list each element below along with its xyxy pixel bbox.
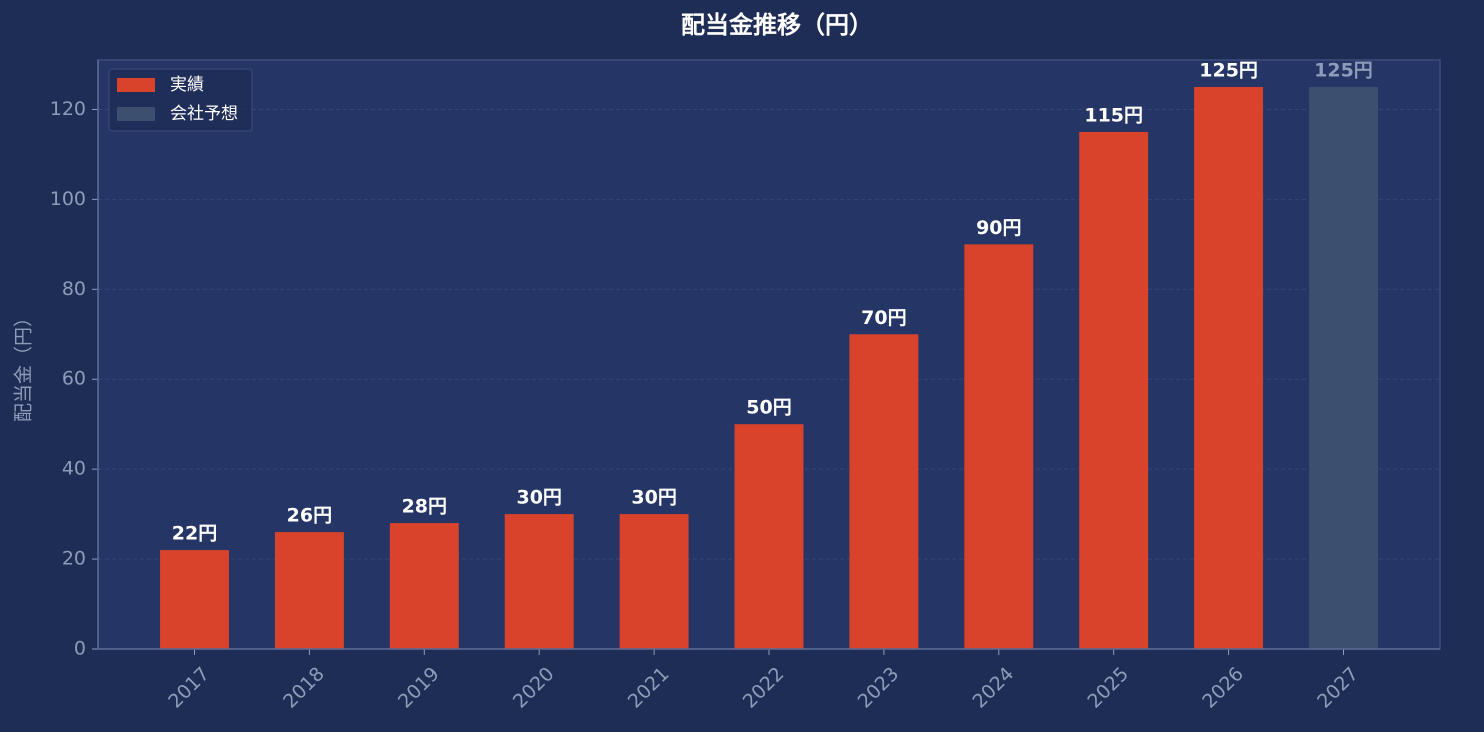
bar <box>274 532 344 649</box>
value-label: 90円 <box>976 217 1021 239</box>
bar <box>964 244 1034 649</box>
value-label: 22円 <box>172 523 217 545</box>
y-tick-label: 120 <box>50 98 86 120</box>
y-tick-label: 80 <box>62 278 86 300</box>
y-tick-label: 20 <box>62 548 86 570</box>
value-label: 70円 <box>861 307 906 329</box>
bar <box>619 514 689 649</box>
bar <box>849 334 919 649</box>
value-label: 30円 <box>516 487 561 509</box>
y-tick-label: 100 <box>50 188 86 210</box>
bar <box>160 550 229 649</box>
value-label: 115円 <box>1084 104 1143 126</box>
bar <box>504 514 574 649</box>
bar <box>734 424 804 649</box>
bar <box>1194 86 1264 649</box>
value-label: 30円 <box>631 487 676 509</box>
value-label: 26円 <box>287 505 332 527</box>
bar <box>389 523 459 649</box>
legend-label: 会社予想 <box>170 104 238 124</box>
legend-swatch <box>117 107 155 121</box>
y-tick-label: 40 <box>62 458 86 480</box>
y-tick-label: 0 <box>74 638 86 660</box>
y-tick-label: 60 <box>62 368 86 390</box>
legend-label: 実績 <box>170 75 204 95</box>
chart-title: 配当金推移（円） <box>681 11 873 39</box>
legend-swatch <box>117 78 155 92</box>
bar <box>1309 86 1378 649</box>
y-axis-label: 配当金（円） <box>13 308 35 422</box>
value-label: 125円 <box>1199 59 1258 81</box>
bar <box>1079 131 1149 649</box>
value-label: 28円 <box>402 496 447 518</box>
value-label: 50円 <box>746 397 791 419</box>
value-label: 125円 <box>1314 59 1373 81</box>
